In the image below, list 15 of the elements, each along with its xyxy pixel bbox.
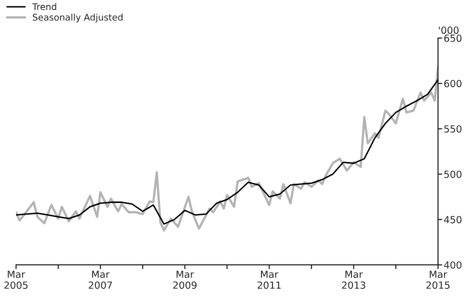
x-tick-label: Mar 2015: [426, 270, 450, 289]
y-tick-label: 500: [444, 170, 462, 178]
legend-label: Trend: [32, 3, 56, 10]
y-tick-label: 400: [444, 261, 462, 269]
y-tick-label: 450: [444, 216, 462, 224]
x-tick-label: Mar 2009: [173, 270, 197, 289]
y-axis-title: '000: [438, 26, 459, 34]
x-tick-label: Mar 2011: [258, 270, 281, 289]
x-tick-label: Mar 2005: [4, 270, 28, 289]
y-tick-label: 600: [444, 80, 462, 88]
y-tick-label: 650: [444, 34, 462, 42]
legend-label: Seasonally Adjusted: [32, 14, 122, 22]
x-tick-label: Mar 2007: [88, 270, 112, 289]
x-tick-label: Mar 2013: [342, 270, 366, 289]
y-tick-label: 550: [444, 125, 462, 133]
